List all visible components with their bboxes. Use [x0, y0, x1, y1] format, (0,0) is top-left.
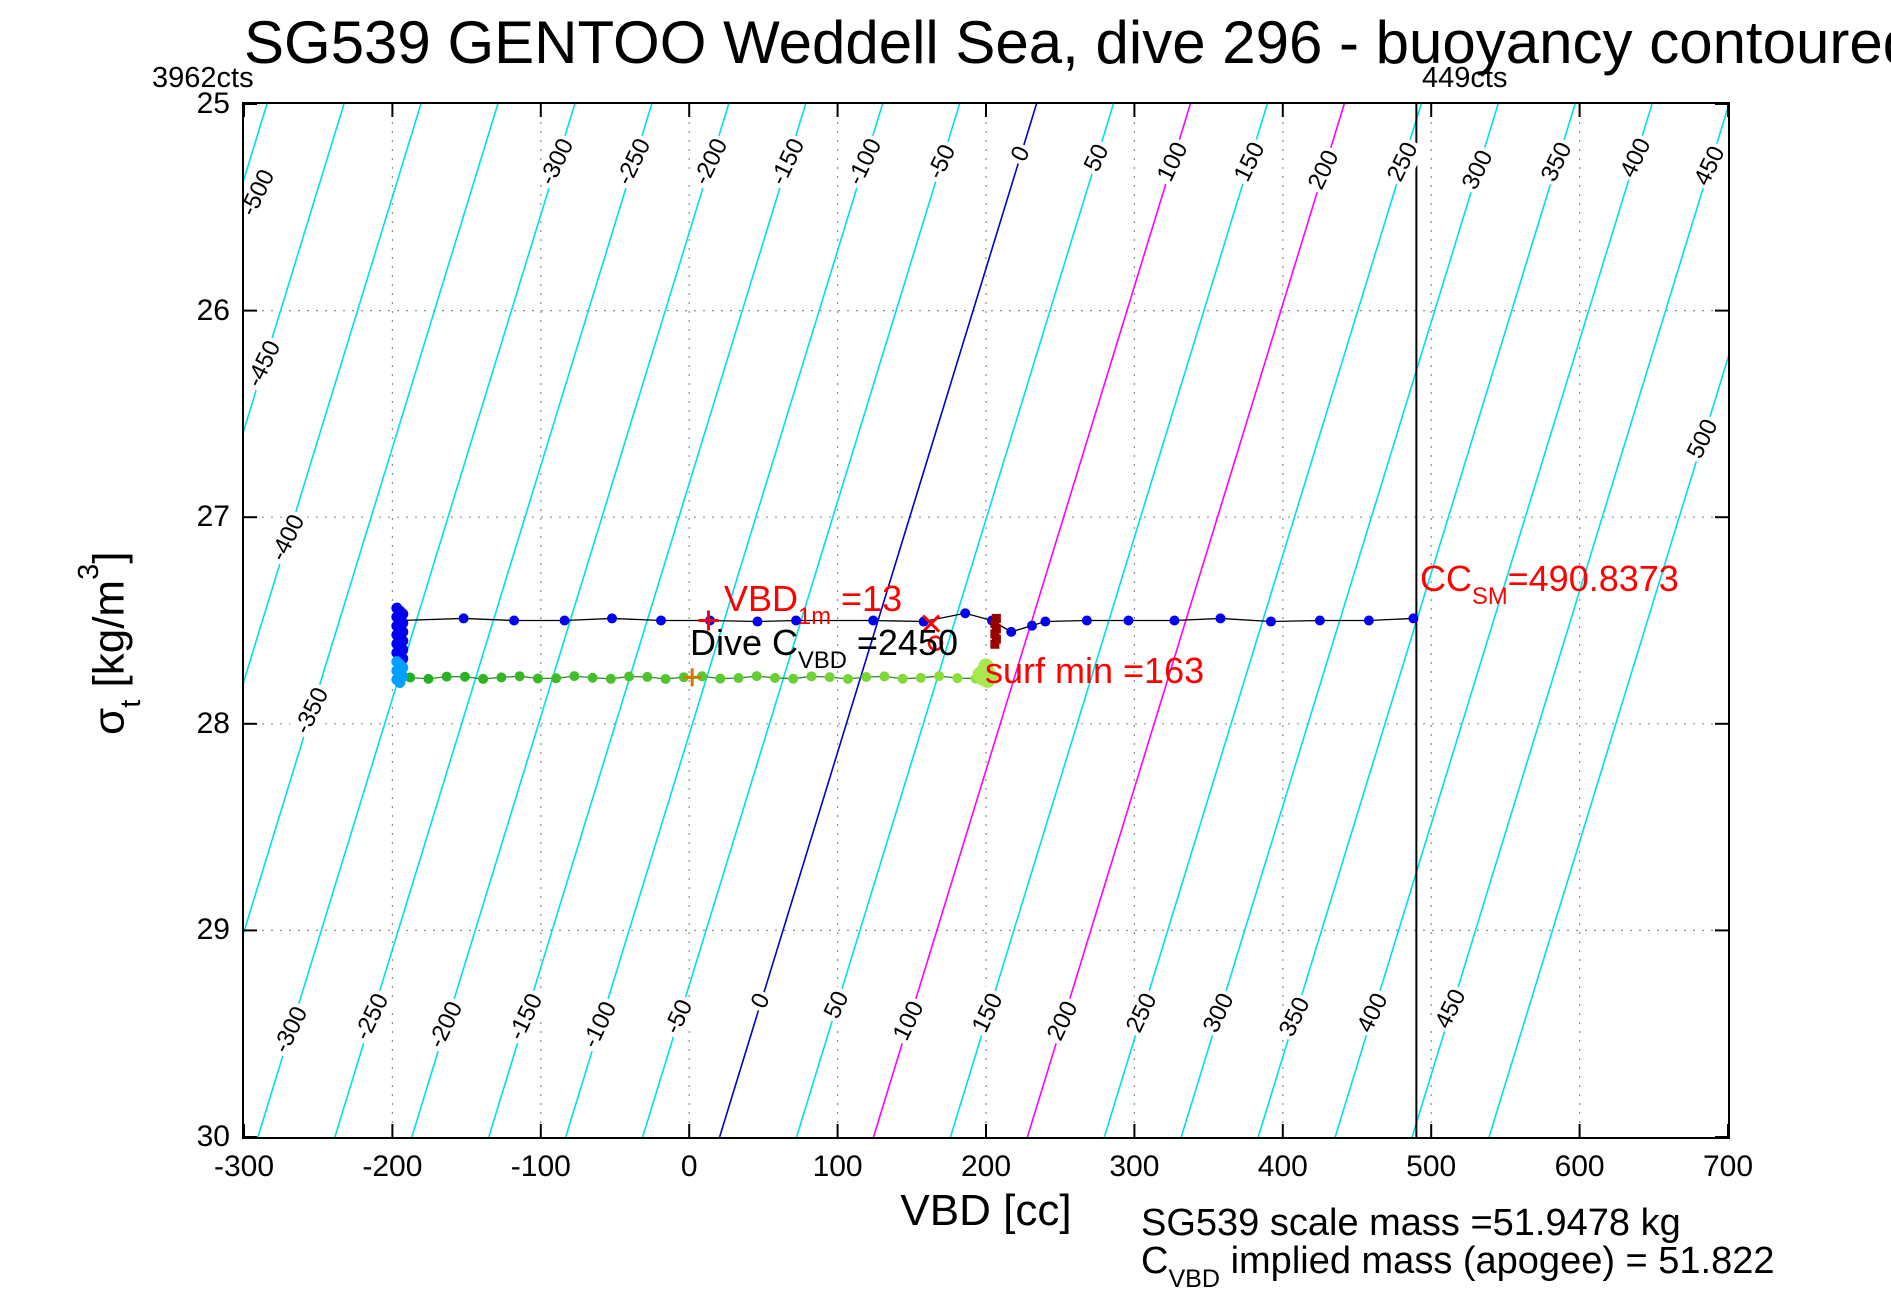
climb-trace-point: [934, 671, 945, 682]
climb-trace-point: [514, 671, 525, 682]
contour-line: [334, 104, 653, 1137]
contour-line: [244, 104, 422, 684]
annotation-dive-cvbd: Dive CVBD =2450: [690, 622, 958, 675]
contour-line: [795, 104, 1115, 1137]
circle-marker: [927, 635, 944, 651]
climb-trace-point: [751, 671, 762, 682]
climb-trace-point: [879, 671, 890, 682]
surface-cluster-point: [991, 634, 1001, 644]
x-tick-label: 0: [680, 1150, 698, 1183]
dive-cluster-point: [394, 676, 406, 688]
contour-line: [244, 104, 345, 433]
climb-trace-point: [478, 673, 489, 684]
contour-line: [1488, 355, 1728, 1137]
x-tick-label: 200: [960, 1150, 1012, 1183]
climb-trace-point: [605, 673, 616, 684]
climb-trace-point: [423, 673, 434, 684]
right-counts-label: 449cts: [1422, 62, 1508, 94]
x-tick-label: 700: [1702, 1150, 1754, 1183]
dive-trace-point: [1215, 613, 1226, 624]
dive-trace-point: [791, 615, 802, 626]
climb-trace-point: [587, 672, 598, 683]
surface-cluster-point: [991, 624, 1001, 634]
dive-trace-point: [1123, 615, 1134, 626]
surface-cluster-point: [991, 613, 1001, 623]
climb-trace-point: [715, 673, 726, 684]
x-tick-label: -100: [510, 1150, 571, 1183]
climb-trace-point: [842, 673, 853, 684]
dive-trace-point: [509, 615, 520, 626]
x-axis-label: VBD [cc]: [900, 1186, 1072, 1235]
dive-trace-point: [960, 608, 971, 619]
x-tick-label: 100: [812, 1150, 863, 1183]
contour-line: [1411, 104, 1728, 1137]
climb-trace-point: [915, 672, 926, 683]
dive-trace-point: [458, 613, 469, 624]
climb-trace-point: [660, 673, 671, 684]
contour-line: [244, 104, 268, 182]
climb-trace-point: [788, 673, 799, 684]
climb-trace-point: [806, 671, 817, 682]
climb-trace-point: [532, 673, 543, 684]
dive-trace-point: [1314, 615, 1325, 626]
x-tick-label: 400: [1257, 1150, 1308, 1183]
y-axis-label: σt [kg/m3]: [72, 551, 147, 735]
left-counts-label: 3962cts: [152, 62, 254, 94]
climb-trace-point: [642, 671, 653, 682]
annotation-vbd1m: VBD1m =13: [724, 578, 903, 631]
y-tick-label: 29: [196, 913, 230, 947]
y-tick-label: 25: [196, 87, 230, 120]
x-marker: [922, 614, 941, 633]
contour-line: [872, 104, 1192, 1137]
x-tick-label: -200: [362, 1150, 423, 1183]
y-tick-label: 27: [196, 500, 230, 534]
dive-trace-point: [607, 613, 618, 624]
climb-trace-point: [624, 671, 635, 682]
surface-cluster-point: [990, 639, 1000, 649]
surface-cluster-point: [990, 629, 1000, 639]
page-title: SG539 GENTOO Weddell Sea, dive 296 - buo…: [244, 9, 1891, 76]
annotation-ccsm: CCSM=490.8373: [1420, 558, 1679, 611]
dive-trace-point: [868, 615, 879, 626]
footer-implied-mass: CVBD implied mass (apogee) = 51.822: [1141, 1240, 1775, 1293]
y-tick-label: 28: [196, 706, 230, 740]
dive-trace-point: [1408, 613, 1419, 624]
climb-trace-point: [897, 673, 908, 684]
y-tick-label: 30: [196, 1120, 230, 1153]
climb-trace-point: [459, 671, 470, 682]
x-tick-label: -300: [213, 1150, 275, 1183]
plot-area: -500 -450 -400 -350 -300 -250 -200 -150 -100 -50 0…: [242, 102, 1730, 1139]
dive-trace-point: [1081, 615, 1092, 626]
surface-cluster-point: [990, 619, 1000, 629]
climb-trace-point: [861, 671, 872, 682]
dive-trace-point: [1040, 616, 1051, 627]
x-tick-label: 500: [1406, 1150, 1457, 1183]
dive-trace-point: [1169, 615, 1180, 626]
x-tick-label: 300: [1109, 1150, 1160, 1183]
contour-line: [1334, 104, 1653, 1137]
dive-trace-point: [1027, 620, 1038, 631]
climb-trace-point: [441, 671, 452, 682]
climb-trace-point: [496, 672, 507, 683]
climb-trace-point: [769, 672, 780, 683]
dive-trace-point: [1265, 616, 1276, 627]
dive-trace-point: [1006, 626, 1017, 637]
contour-line: [244, 104, 499, 935]
dive-trace-point: [559, 615, 570, 626]
climb-trace-point: [733, 673, 744, 684]
climb-end-cluster-point: [982, 669, 998, 685]
chart-canvas: [244, 104, 1728, 1137]
climb-trace-point: [551, 673, 562, 684]
climb-trace-point: [569, 671, 580, 682]
dive-trace-point: [1363, 615, 1374, 626]
footer-scale-mass: SG539 scale mass =51.9478 kg: [1141, 1202, 1681, 1244]
climb-trace-point: [824, 672, 835, 683]
y-tick-label: 26: [196, 293, 230, 327]
climb-trace-point: [952, 673, 963, 684]
dive-trace-point: [656, 615, 667, 626]
x-tick-label: 600: [1554, 1150, 1605, 1183]
annotation-surf-min: surf min =163: [985, 650, 1205, 691]
dive-trace-point: [752, 616, 763, 627]
dive-trace-line: [399, 612, 1414, 633]
